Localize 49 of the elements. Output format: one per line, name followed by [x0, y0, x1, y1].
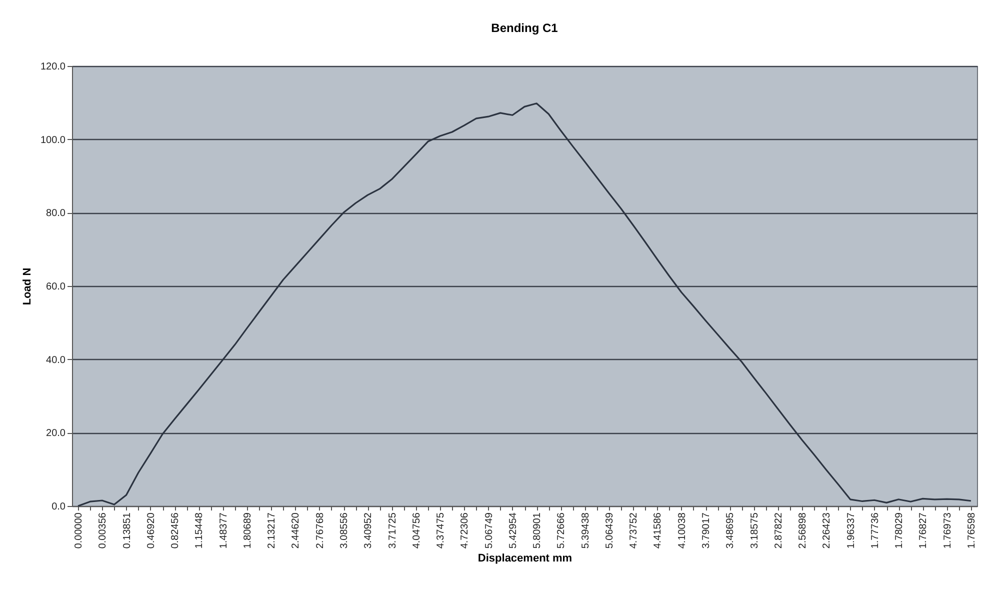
- x-tick-label: 1.15448: [194, 512, 206, 549]
- y-axis-title: Load N: [21, 268, 34, 306]
- x-tick-label: 4.73752: [628, 512, 640, 549]
- x-tick-label: 4.41586: [652, 512, 664, 549]
- x-tick-label: 0.46920: [146, 512, 157, 549]
- y-tick-label: 80.0: [46, 208, 66, 220]
- x-tick-label: 1.96337: [846, 512, 857, 549]
- x-tick-label: 1.77736: [870, 512, 881, 549]
- x-tick-label: 5.42954: [508, 512, 519, 549]
- x-tick-label: 4.37475: [436, 512, 447, 549]
- x-tick-label: 3.08556: [339, 512, 350, 549]
- x-tick-label: 0.00000: [74, 512, 85, 549]
- line-series: [77, 102, 972, 507]
- x-tick-label: 0.13851: [122, 512, 133, 549]
- x-tick-label: 3.79017: [701, 512, 712, 549]
- chart-title: Bending C1: [491, 21, 558, 35]
- x-tick-label: 4.10038: [676, 512, 688, 549]
- x-tick-label: 2.56898: [798, 512, 809, 549]
- x-tick-label: 3.40952: [363, 512, 374, 549]
- x-axis-title: Displacement mm: [478, 552, 572, 565]
- x-tick-label: 0.00356: [98, 512, 109, 549]
- y-tick-label: 0.0: [52, 502, 66, 512]
- x-tick-label: 3.18575: [749, 512, 760, 549]
- x-tick-label: 2.76768: [314, 512, 326, 549]
- x-tick-label: 0.82456: [170, 512, 182, 549]
- y-tick-label: 40.0: [46, 354, 66, 366]
- x-tick-label: 1.76598: [966, 512, 978, 549]
- x-tick-label: 5.80901: [532, 512, 544, 549]
- x-tick-label: 3.71725: [387, 512, 398, 549]
- x-tick-label: 4.72306: [460, 512, 471, 549]
- x-tick-label: 5.39438: [580, 512, 592, 549]
- y-tick-label: 60.0: [46, 282, 66, 292]
- x-tick-label: 1.80689: [242, 512, 254, 549]
- x-tick-label: 5.72666: [556, 512, 568, 549]
- y-tick-label: 120.0: [40, 62, 66, 72]
- x-tick-label: 1.78029: [894, 512, 906, 549]
- x-tick-label: 2.26423: [822, 512, 833, 549]
- x-tick-label: 5.06439: [604, 512, 616, 549]
- x-tick-label: 1.48377: [218, 512, 230, 549]
- x-tick-label: 4.04756: [411, 512, 422, 549]
- y-tick-label: 100.0: [40, 134, 66, 146]
- x-tick-label: 3.48695: [725, 512, 736, 549]
- x-tick-label: 1.76973: [942, 512, 954, 549]
- y-tick-label: 20.0: [46, 428, 66, 440]
- x-tick-label: 2.44620: [290, 512, 302, 549]
- x-tick-label: 2.13217: [266, 512, 278, 549]
- x-tick-label: 2.87822: [773, 512, 784, 549]
- x-tick-label: 1.76827: [918, 512, 930, 549]
- x-tick-label: 5.06749: [484, 512, 495, 549]
